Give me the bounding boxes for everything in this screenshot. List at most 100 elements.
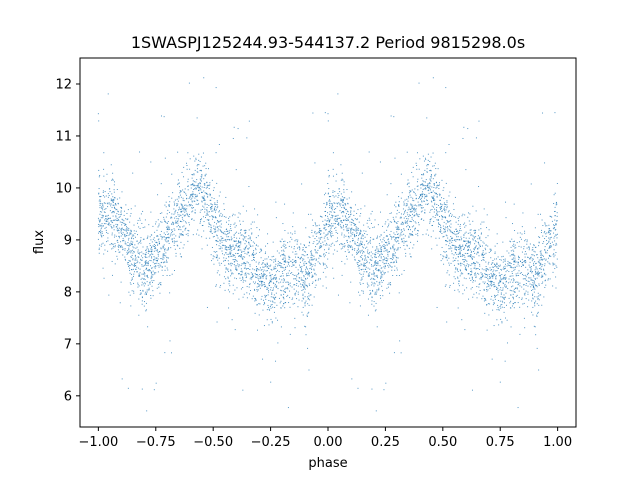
data-point [454,238,456,240]
data-point [442,255,444,257]
data-point [346,230,348,232]
data-point [462,259,464,261]
data-point [345,255,347,257]
data-point [168,236,170,238]
data-point [529,283,531,285]
data-point [356,244,358,246]
data-point [438,193,440,195]
data-point [313,268,315,270]
data-point [194,197,196,199]
data-point [277,263,279,265]
data-point [374,279,376,281]
data-point [216,204,218,206]
data-point [160,221,162,223]
data-point [344,203,346,205]
data-point [300,256,302,258]
data-point [493,301,495,303]
data-point [532,314,534,316]
data-point [453,276,455,278]
data-point [510,246,512,248]
data-point [339,203,341,205]
data-point [126,229,128,231]
data-point [413,225,415,227]
data-point [332,152,334,154]
data-point [262,277,264,279]
data-point [228,283,230,285]
data-point [487,303,489,305]
data-point [396,227,398,229]
data-point [480,272,482,274]
data-point [475,292,477,294]
data-point [264,253,266,255]
data-point [528,281,530,283]
data-point [142,289,144,291]
data-point [274,260,276,262]
data-point [480,240,482,242]
data-point [358,269,360,271]
data-point [383,266,385,268]
data-point [232,244,234,246]
data-point [433,199,435,201]
data-point [155,221,157,223]
data-point [536,277,538,279]
data-point [163,257,165,259]
data-point [259,274,261,276]
data-point [206,203,208,205]
data-point [302,249,304,251]
data-point [330,245,332,247]
data-point [116,198,118,200]
data-point [324,235,326,237]
data-point [153,272,155,274]
data-point [262,262,264,264]
data-point [328,224,330,226]
data-point [495,295,497,296]
data-point [416,212,418,214]
data-point [320,278,322,280]
data-point [335,229,337,231]
data-point [176,205,178,207]
data-point [350,221,352,223]
data-point [275,274,277,276]
data-point [157,265,159,267]
data-point [162,247,164,249]
data-point [481,245,483,247]
data-point [513,250,515,252]
data-point [342,226,344,228]
data-point [399,235,401,237]
data-point [401,241,403,243]
data-point [486,329,488,331]
data-point [481,260,483,262]
data-point [333,208,335,210]
data-point [267,256,269,258]
data-point [444,285,446,287]
data-point [412,206,414,208]
data-point [471,263,473,265]
data-point [376,264,378,266]
data-point [262,275,264,277]
data-point [387,283,389,285]
data-point [346,224,348,226]
data-point [407,200,409,202]
data-point [273,276,275,278]
data-point [554,240,556,242]
data-point [155,265,157,267]
data-point [525,278,527,280]
data-point [476,268,478,269]
data-point [527,285,529,287]
data-point [318,228,320,230]
data-point [215,256,217,258]
data-point [469,213,471,215]
data-point [482,281,484,283]
data-point [310,294,312,296]
data-point [97,217,99,219]
data-point [232,255,234,257]
data-point [333,277,335,279]
data-point [395,206,397,208]
data-point [176,203,178,205]
data-point [505,281,507,283]
data-point [138,242,140,244]
data-point [159,234,161,236]
data-point [228,249,230,250]
data-point [229,249,231,251]
data-point [382,274,384,276]
